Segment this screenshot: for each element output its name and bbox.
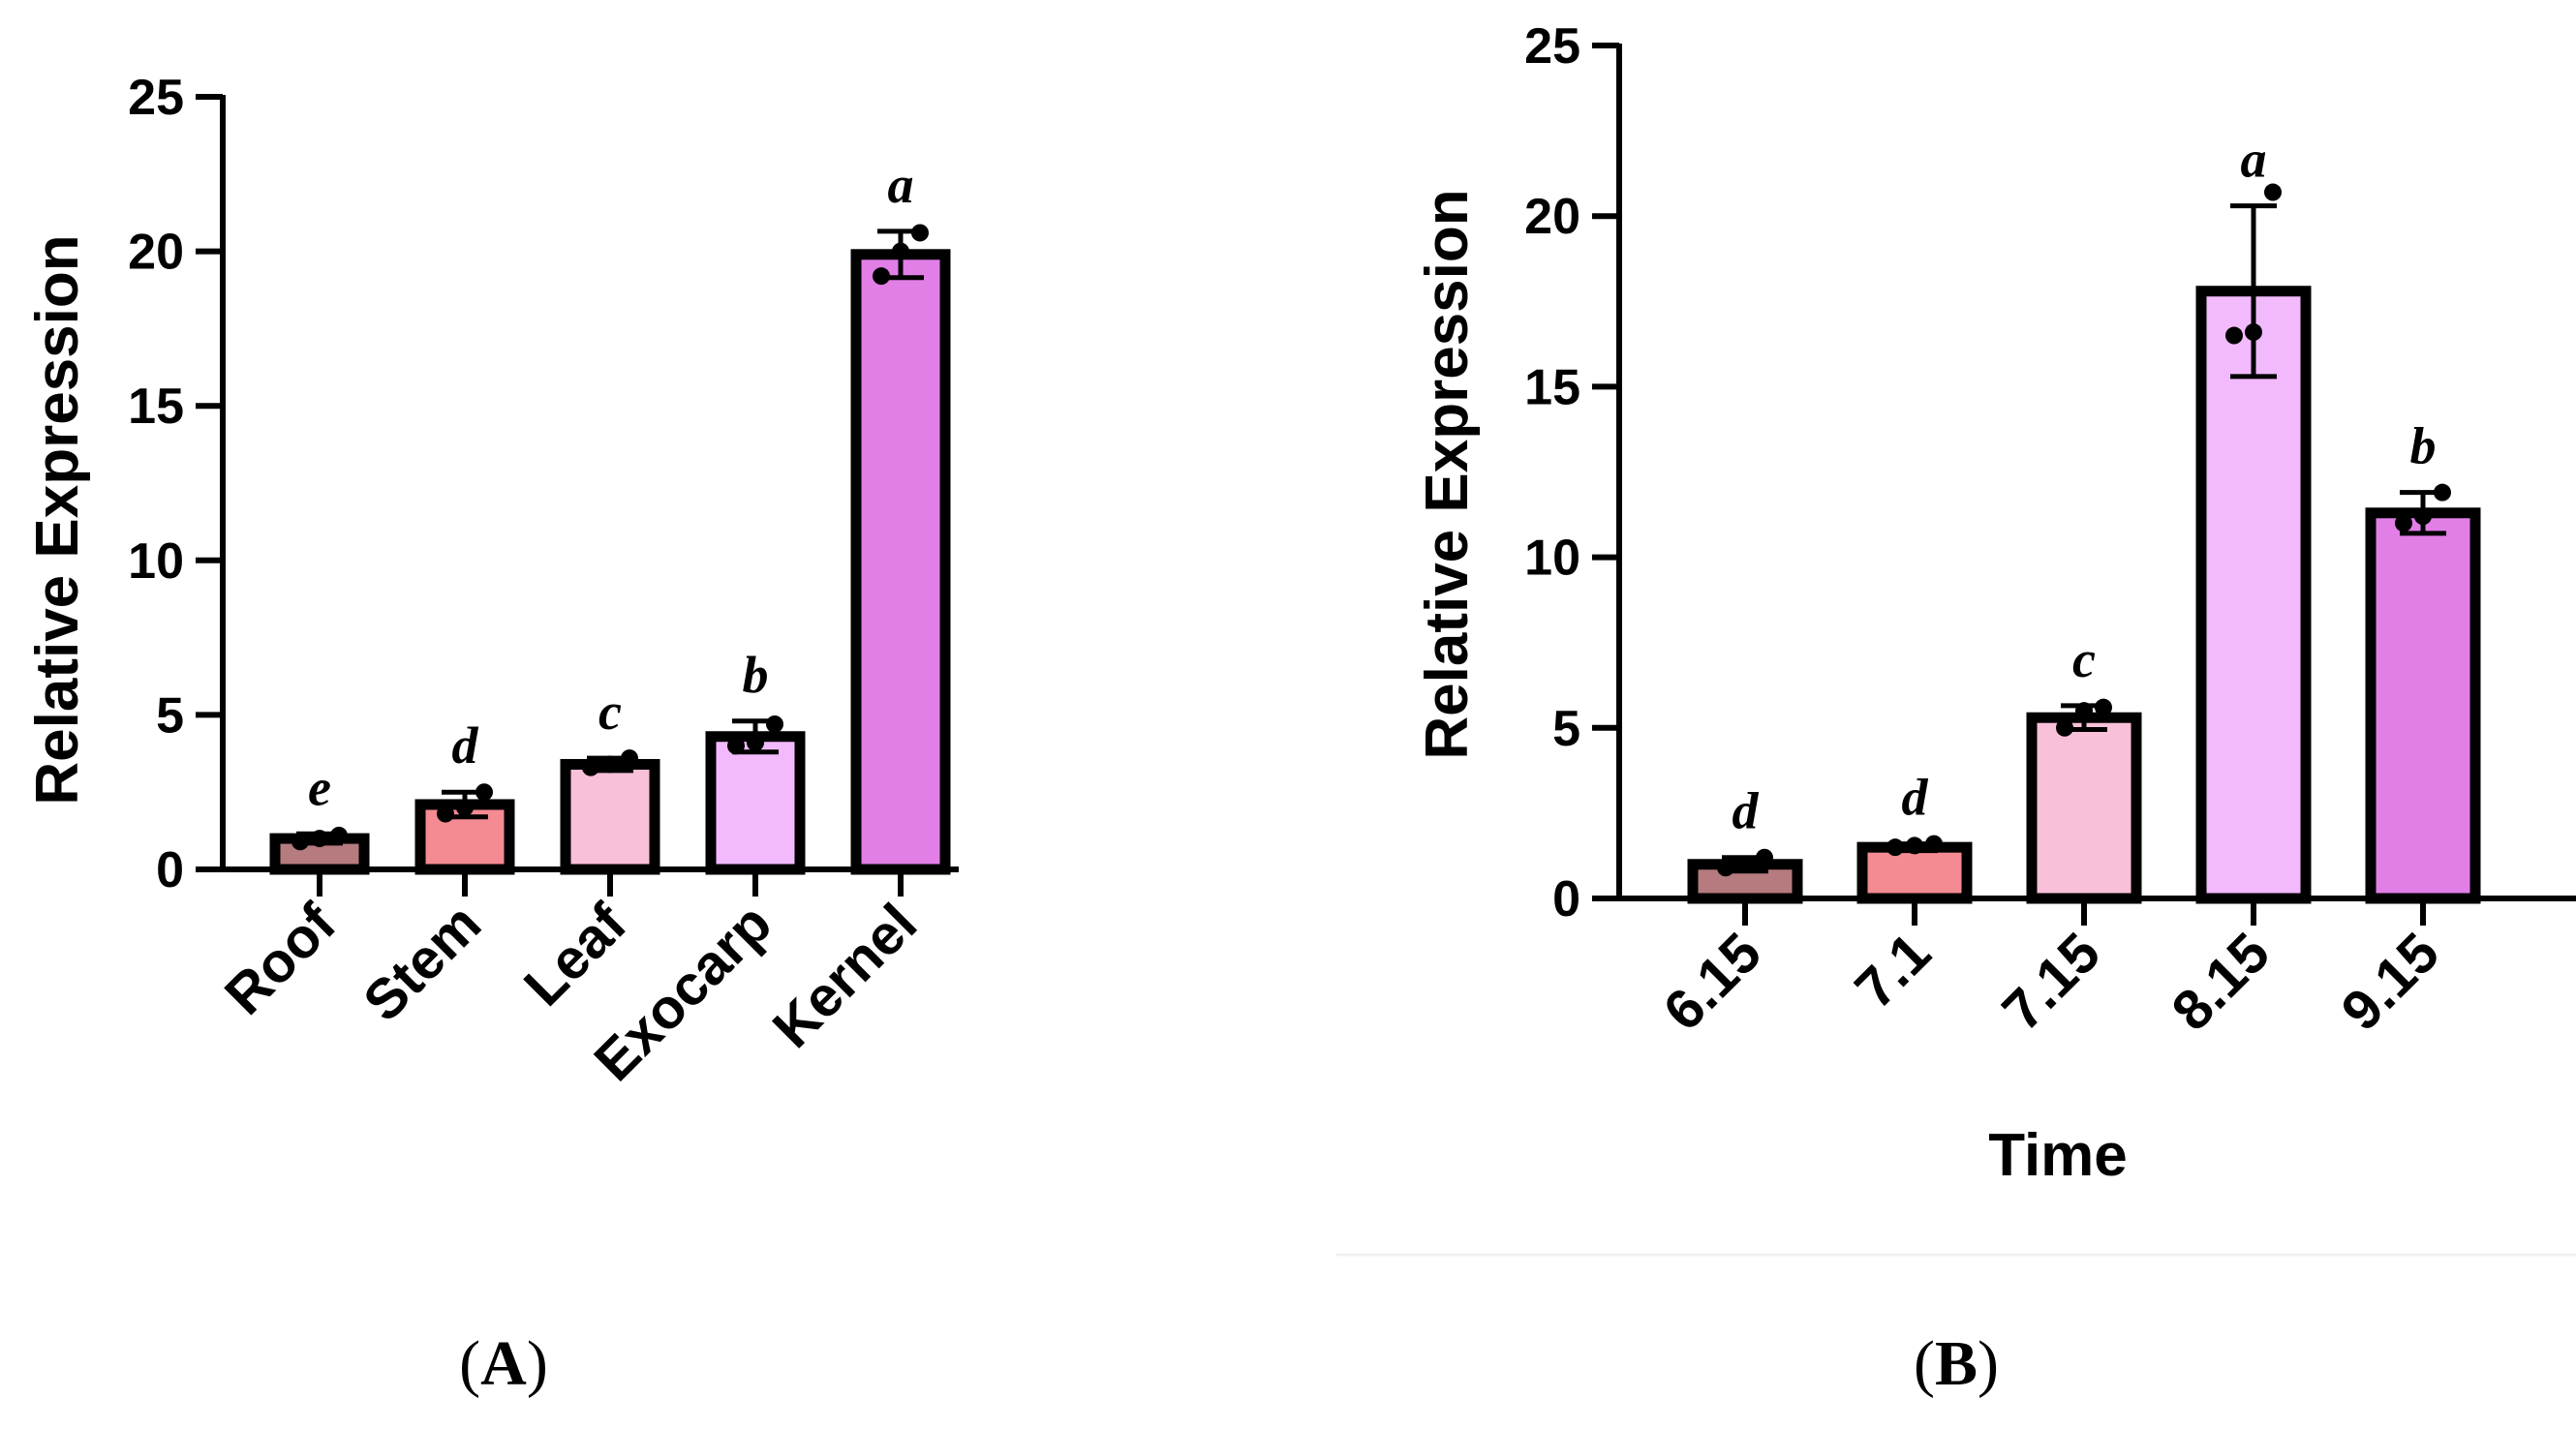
panel-a-label: (A) <box>459 1328 548 1399</box>
panel-a-bar <box>705 731 806 875</box>
panel-a-bar <box>850 249 951 875</box>
panel-a-data-point <box>437 805 454 823</box>
panel-a-y-axis-title: Relative Expression <box>24 234 91 805</box>
panel-b-data-point <box>1756 848 1773 867</box>
panel-b-significance-letter: d <box>1733 782 1760 840</box>
panel-a-data-point <box>291 833 309 851</box>
panel-b-category-label: 9.15 <box>2329 921 2451 1043</box>
panel-b-data-point <box>2245 323 2262 342</box>
panel-b-significance-letter: a <box>2241 131 2267 189</box>
panel-a-y-tick-label: 25 <box>128 70 184 126</box>
panel-b-category-label: 7.15 <box>1990 921 2112 1043</box>
panel-b-y-tick-label: 0 <box>1552 871 1580 927</box>
panel-a-bar <box>560 758 660 875</box>
panel-b-bar <box>2195 286 2312 904</box>
panel-a-data-point <box>911 224 929 242</box>
panel-a-data-point <box>766 714 783 733</box>
panel-a-category-label: Kernel <box>761 892 930 1060</box>
panel-b-category-label: 7.1 <box>1843 921 1943 1020</box>
panel-b-significance-letter: d <box>1902 769 1929 827</box>
panel-b-label-letter: B <box>1935 1328 1978 1399</box>
panel-a-label-letter: A <box>480 1328 527 1399</box>
panel-a-significance-letter: e <box>308 758 331 816</box>
panel-b-category-label: 6.15 <box>1651 921 1773 1043</box>
panel-a-y-tick-label: 10 <box>128 533 184 590</box>
panel-b-data-point <box>1906 836 1923 855</box>
panel-a-category-label: Leaf <box>512 892 639 1019</box>
panel-a-data-point <box>747 734 764 752</box>
panel-a-category-label: Roof <box>213 892 349 1027</box>
panel-a-data-point <box>311 830 328 848</box>
panel-a-data-point <box>456 799 474 817</box>
panel-a-data-point <box>601 755 619 774</box>
panel-a-y-tick-label: 5 <box>156 687 184 744</box>
panel-a-y-tick-label: 0 <box>156 842 184 898</box>
panel-b-data-point <box>2414 507 2432 526</box>
panel-a-data-point <box>621 749 638 768</box>
panel-b-data-point <box>1736 855 1754 873</box>
panel-a-significance-letter: c <box>598 683 622 741</box>
panel-a-data-point <box>892 242 909 260</box>
panel-b-data-point <box>1925 835 1943 853</box>
panel-b-bar <box>2365 507 2481 904</box>
panel-b-data-point <box>2264 183 2282 201</box>
panel-b-y-axis-title: Relative Expression <box>1414 189 1481 759</box>
panel-b-y-tick-label: 10 <box>1524 531 1580 587</box>
panel-b-data-point <box>1717 859 1734 877</box>
panel-b-data-point <box>2095 698 2112 716</box>
panel-a-y-tick-label: 20 <box>128 225 184 281</box>
panel-a-significance-letter: a <box>888 156 914 214</box>
panel-b-data-point <box>1886 838 1904 857</box>
panel-b: Relative Expression 0 5 10 15 20 25 d 6.15 d 7.1 c… <box>1414 18 2576 1399</box>
panel-b-label: (B) <box>1914 1328 1999 1399</box>
panel-b-data-point <box>2075 702 2093 720</box>
panel-a-significance-letter: b <box>743 646 769 704</box>
panel-b-plot-area: 0 5 10 15 20 25 d 6.15 d 7.1 c 7.15 a 8.15 b 9.15 <box>1524 18 2576 1043</box>
panel-a-data-point <box>582 758 599 776</box>
panel-a-data-point <box>330 826 348 844</box>
panel-b-data-point <box>2056 718 2073 737</box>
panel-b-x-axis-title: Time <box>1988 1122 2128 1189</box>
panel-b-y-tick-label: 15 <box>1524 359 1580 415</box>
panel-b-y-tick-label: 25 <box>1524 18 1580 75</box>
panel-b-significance-letter: b <box>2410 417 2437 475</box>
panel-b-significance-letter: c <box>2072 630 2096 688</box>
panel-a-data-point <box>727 737 745 755</box>
panel-a-y-tick-label: 15 <box>128 379 184 435</box>
panel-a-data-point <box>873 267 890 286</box>
panel-b-y-tick-label: 20 <box>1524 189 1580 245</box>
panel-a-category-label: Stem <box>352 892 493 1033</box>
panel-b-y-tick-label: 5 <box>1552 701 1580 757</box>
panel-b-data-point <box>2395 514 2412 532</box>
panel-a-significance-letter: d <box>452 716 479 775</box>
panel-a: Relative Expression 0 5 10 15 20 25 e Roof d Stem… <box>24 70 959 1399</box>
panel-b-category-label: 8.15 <box>2160 921 2282 1043</box>
panel-b-bar <box>1856 841 1973 904</box>
panel-b-data-point <box>2225 326 2243 345</box>
panel-b-data-point <box>2434 483 2451 502</box>
panel-a-data-point <box>475 783 493 802</box>
panel-b-bar <box>2026 712 2142 904</box>
